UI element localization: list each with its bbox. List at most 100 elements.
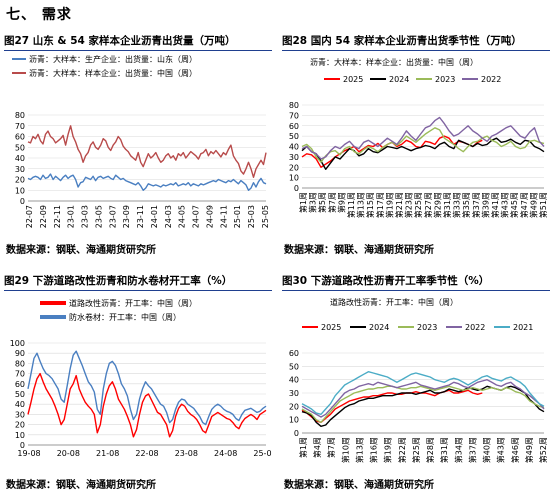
chart-title: 图27 山东 & 54 家样本企业沥青出货量（万吨）	[4, 33, 272, 51]
chart-source: 数据来源：钢联、海通期货研究所	[6, 480, 156, 491]
legend-label: 2023	[435, 75, 455, 84]
chart-title: 图29 下游道路改性沥青和防水卷材开工率（%）	[4, 273, 272, 291]
x-tick-label: 20-08	[57, 449, 80, 458]
x-tick-label: 第34周	[453, 437, 463, 463]
section-title: 七、 需求	[6, 7, 72, 23]
legend-label: 沥青：大样本：样本企业：出货量：中国（周）	[29, 68, 197, 78]
x-tick-label: 23-07	[108, 205, 117, 228]
y-tick-label: 50	[289, 132, 299, 141]
x-tick-label: 第11周	[346, 192, 356, 218]
y-tick-label: 40	[15, 400, 25, 409]
x-tick-label: 21-08	[96, 449, 119, 458]
series-line	[301, 127, 545, 163]
y-tick-label: 30	[15, 165, 25, 174]
x-tick-label: 第49周	[524, 437, 534, 463]
x-tick-label: 第7周	[327, 192, 337, 213]
x-tick-label: 第43周	[496, 437, 506, 463]
x-tick-label: 第33周	[452, 192, 462, 218]
chart-27: 沥青：大样本：生产企业：出货量：山东（周） 沥青：大样本：样本企业：出货量：中国（…	[4, 53, 272, 243]
x-tick-label: 第16周	[369, 437, 379, 463]
x-tick-label: 第19周	[383, 437, 393, 463]
y-tick-label: 0	[294, 429, 299, 438]
y-tick-label: 90	[15, 349, 25, 358]
series-line	[27, 125, 267, 179]
legend-label: 2021	[513, 323, 533, 332]
y-tick-label: 20	[15, 421, 25, 430]
x-tick-label: 24-11	[219, 205, 228, 228]
x-tick-label: 24-08	[214, 449, 237, 458]
y-tick-label: 70	[15, 370, 25, 379]
x-tick-label: 22-07	[25, 205, 34, 228]
x-tick-label: 第39周	[480, 192, 490, 218]
y-tick-label: 0	[20, 441, 25, 450]
x-tick-label: 第9周	[336, 192, 346, 213]
x-tick-label: 第7周	[326, 437, 336, 458]
chart-30-svg: 道路改性沥青：开工率：中国（周） 2025 2024 2023 2022 2021 0 10 2…	[289, 297, 548, 463]
chart-28: 沥青：大样本：样本企业：出货量：中国（周） 2025 2024 2023 2022 0 10…	[282, 53, 550, 243]
chart-subtitle: 沥青：大样本：样本企业：出货量：中国（周）	[310, 57, 478, 67]
x-tick-label: 22-08	[135, 449, 158, 458]
x-tick-label: 23-03	[81, 205, 90, 228]
x-tick-label: 第52周	[538, 437, 548, 463]
legend-label: 2022	[465, 323, 485, 332]
chart-panel-28: 图28 国内 54 家样本企业沥青出货季节性（万吨） 沥青：大样本：样本企业：出…	[282, 33, 550, 258]
legend-label: 2025	[321, 323, 341, 332]
series-line	[27, 372, 267, 438]
chart-source: 数据来源：钢联、海通期货研究所	[284, 480, 434, 491]
chart-source: 数据来源：钢联、海通期货研究所	[6, 245, 156, 256]
x-tick-label: 24-03	[164, 205, 173, 228]
x-tick-label: 第28周	[425, 437, 435, 463]
chart-28-svg: 沥青：大样本：样本企业：出货量：中国（周） 2025 2024 2023 2022 010…	[289, 57, 548, 218]
x-tick-label: 第4周	[312, 437, 322, 458]
x-tick-label: 第3周	[308, 192, 318, 213]
x-tick-label: 第46周	[510, 437, 520, 463]
legend-label: 沥青：大样本：生产企业：出货量：山东（周）	[29, 54, 197, 64]
y-tick-label: 40	[289, 143, 299, 152]
chart-30: 道路改性沥青：开工率：中国（周） 2025 2024 2023 2022 2021 0 10 2…	[282, 293, 550, 473]
x-tick-label: 22-11	[53, 205, 62, 228]
x-tick-label: 24-05	[178, 205, 187, 228]
series-line	[301, 370, 545, 416]
x-tick-label: 第47周	[519, 192, 529, 218]
x-tick-label: 24-07	[192, 205, 201, 228]
chart-panel-30: 图30 下游道路改性沥青开工率季节性（%） 道路改性沥青：开工率：中国（周） 20…	[282, 273, 550, 498]
chart-panel-29: 图29 下游道路改性沥青和防水卷材开工率（%） 道路改性沥青：开工率：中国（周）…	[4, 273, 272, 498]
chart-29: 道路改性沥青：开工率：中国（周） 防水卷材：开工率：中国（周） 0 10 20 30 40 5…	[4, 293, 272, 473]
y-tick-label: 60	[15, 380, 25, 389]
x-tick-label: 25-05	[261, 205, 270, 228]
y-tick-label: 10	[289, 174, 299, 183]
y-tick-label: 30	[15, 410, 25, 419]
y-tick-label: 10	[289, 416, 299, 425]
x-tick-label: 23-08	[175, 449, 198, 458]
x-tick-label: 第5周	[317, 192, 327, 213]
series-line	[27, 173, 267, 192]
y-tick-label: 50	[15, 143, 25, 152]
x-tick-label: 第10周	[340, 437, 350, 463]
y-tick-label: 80	[15, 111, 25, 120]
y-tick-label: 30	[289, 153, 299, 162]
x-tick-label: 第29周	[432, 192, 442, 218]
x-tick-label: 22-09	[39, 205, 48, 228]
x-tick-label: 23-09	[122, 205, 131, 228]
chart-27-svg: 沥青：大样本：生产企业：出货量：山东（周） 沥青：大样本：样本企业：出货量：中国（…	[12, 54, 270, 228]
x-tick-label: 第17周	[375, 192, 385, 218]
x-tick-label: 第21周	[394, 192, 404, 218]
x-tick-label: 第15周	[365, 192, 375, 218]
legend-label: 2022	[481, 75, 501, 84]
legend-label: 2023	[417, 323, 437, 332]
x-tick-label: 25-01	[233, 205, 242, 228]
y-tick-label: 10	[15, 431, 25, 440]
y-tick-label: 10	[15, 186, 25, 195]
x-tick-label: 第41周	[490, 192, 500, 218]
legend-label: 2025	[343, 75, 363, 84]
series-line	[301, 389, 483, 424]
series-line	[27, 350, 267, 426]
series-line	[301, 137, 545, 171]
y-tick-label: 100	[10, 339, 25, 348]
y-tick-label: 30	[289, 389, 299, 398]
y-tick-label: 20	[289, 163, 299, 172]
y-tick-label: 0	[294, 184, 299, 193]
x-tick-label: 19-08	[17, 449, 40, 458]
x-tick-label: 第25周	[413, 192, 423, 218]
